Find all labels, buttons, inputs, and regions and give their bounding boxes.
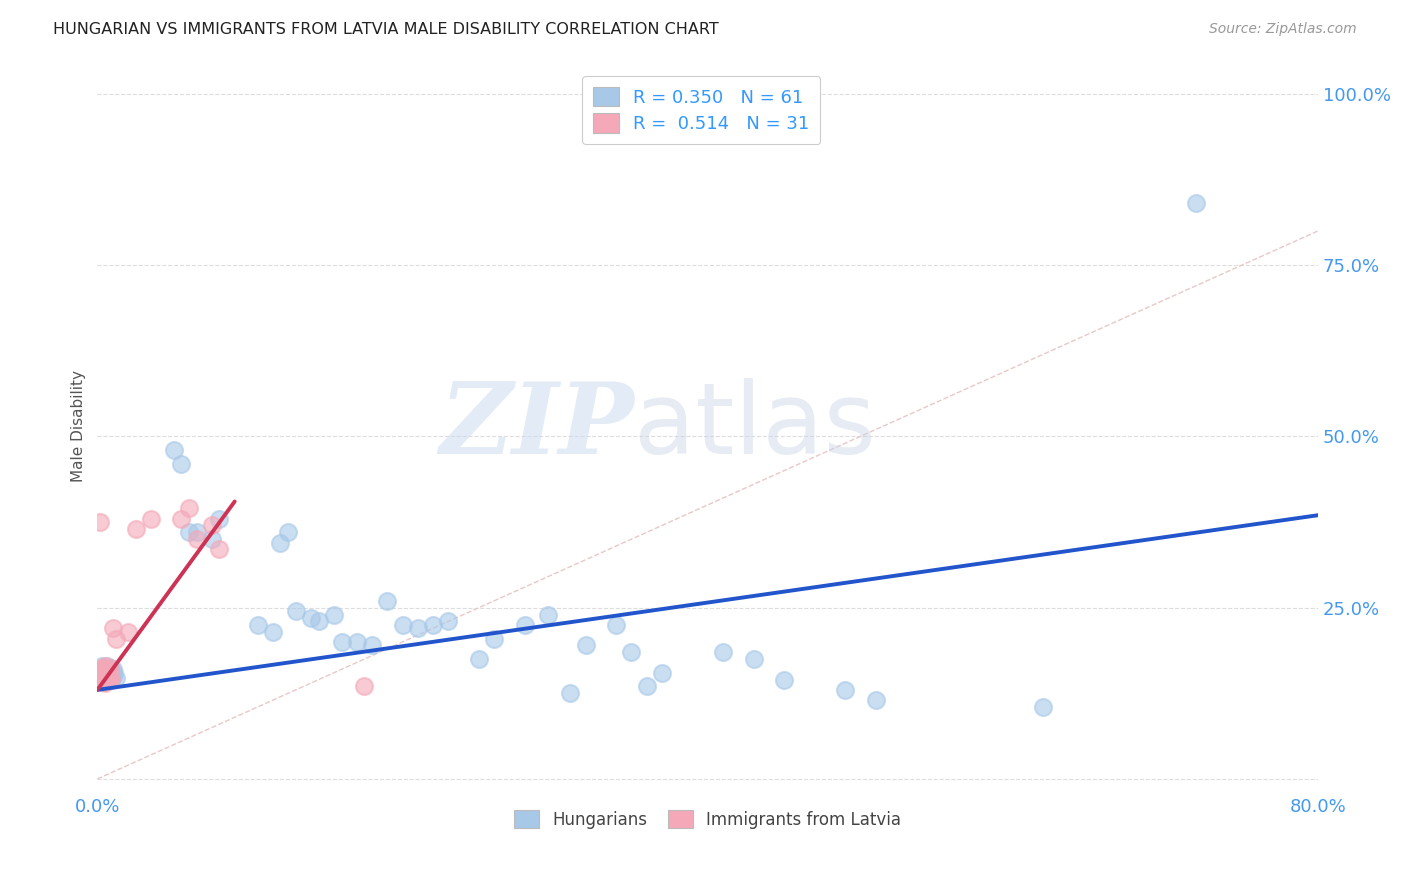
Point	[90, 674, 112, 689]
Point	[94, 659, 117, 673]
Point	[96, 669, 118, 683]
Point	[636, 680, 658, 694]
Point	[742, 652, 765, 666]
Point	[620, 645, 643, 659]
Text: atlas: atlas	[634, 377, 876, 475]
Point	[834, 682, 856, 697]
Point	[93, 673, 115, 687]
Point	[186, 525, 208, 540]
Point	[93, 673, 115, 687]
Text: ZIP: ZIP	[440, 378, 634, 475]
Point	[163, 443, 186, 458]
Point	[246, 617, 269, 632]
Point	[277, 525, 299, 540]
Point	[468, 652, 491, 666]
Point	[96, 659, 118, 673]
Point	[98, 664, 121, 678]
Point	[361, 638, 384, 652]
Point	[536, 607, 558, 622]
Point	[346, 635, 368, 649]
Point	[1032, 700, 1054, 714]
Point	[773, 673, 796, 687]
Point	[104, 671, 127, 685]
Point	[89, 515, 111, 529]
Point	[284, 604, 307, 618]
Point	[560, 686, 582, 700]
Point	[437, 615, 460, 629]
Point	[100, 671, 122, 685]
Legend: Hungarians, Immigrants from Latvia: Hungarians, Immigrants from Latvia	[508, 804, 908, 836]
Point	[101, 669, 124, 683]
Point	[94, 662, 117, 676]
Point	[375, 594, 398, 608]
Point	[93, 661, 115, 675]
Y-axis label: Male Disability: Male Disability	[72, 370, 86, 483]
Point	[94, 673, 117, 687]
Point	[101, 621, 124, 635]
Point	[87, 671, 110, 685]
Point	[1185, 196, 1208, 211]
Point	[89, 665, 111, 680]
Point	[711, 645, 734, 659]
Point	[98, 661, 121, 675]
Point	[96, 671, 118, 685]
Point	[865, 693, 887, 707]
Point	[97, 664, 120, 678]
Point	[353, 680, 375, 694]
Point	[104, 632, 127, 646]
Point	[101, 662, 124, 676]
Point	[103, 665, 125, 680]
Point	[201, 532, 224, 546]
Point	[96, 665, 118, 680]
Point	[93, 665, 115, 680]
Point	[94, 665, 117, 680]
Point	[97, 665, 120, 680]
Point	[575, 638, 598, 652]
Point	[170, 457, 193, 471]
Point	[139, 511, 162, 525]
Point	[262, 624, 284, 639]
Point	[94, 669, 117, 683]
Point	[422, 617, 444, 632]
Point	[269, 535, 291, 549]
Point	[94, 676, 117, 690]
Point	[391, 617, 413, 632]
Point	[117, 624, 139, 639]
Text: Source: ZipAtlas.com: Source: ZipAtlas.com	[1209, 22, 1357, 37]
Point	[208, 511, 231, 525]
Point	[299, 611, 322, 625]
Point	[98, 661, 121, 675]
Point	[90, 669, 112, 683]
Point	[94, 664, 117, 678]
Point	[97, 671, 120, 685]
Point	[98, 669, 121, 683]
Point	[406, 621, 429, 635]
Point	[89, 665, 111, 680]
Point	[89, 673, 111, 687]
Point	[177, 525, 200, 540]
Point	[605, 617, 627, 632]
Point	[177, 501, 200, 516]
Point	[482, 632, 505, 646]
Point	[208, 542, 231, 557]
Point	[90, 671, 112, 685]
Point	[186, 532, 208, 546]
Point	[330, 635, 353, 649]
Point	[97, 673, 120, 687]
Point	[201, 518, 224, 533]
Point	[124, 522, 146, 536]
Point	[93, 662, 115, 676]
Point	[94, 669, 117, 683]
Point	[96, 665, 118, 680]
Text: HUNGARIAN VS IMMIGRANTS FROM LATVIA MALE DISABILITY CORRELATION CHART: HUNGARIAN VS IMMIGRANTS FROM LATVIA MALE…	[53, 22, 720, 37]
Point	[651, 665, 673, 680]
Point	[90, 662, 112, 676]
Point	[100, 665, 122, 680]
Point	[308, 615, 330, 629]
Point	[322, 607, 344, 622]
Point	[90, 659, 112, 673]
Point	[513, 617, 536, 632]
Point	[100, 673, 122, 687]
Point	[170, 511, 193, 525]
